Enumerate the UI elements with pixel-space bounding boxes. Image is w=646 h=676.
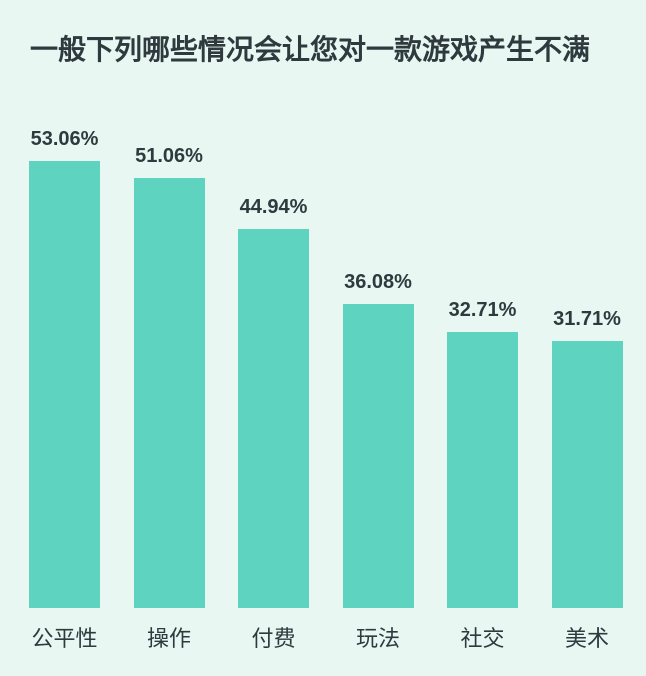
category-label: 操作	[146, 626, 192, 651]
bar	[342, 304, 414, 608]
bar	[238, 229, 309, 608]
bar	[551, 341, 623, 608]
bar-group: 53.06% 公平性	[29, 127, 100, 651]
category-label: 付费	[251, 626, 296, 651]
bar-value-label: 53.06%	[30, 128, 99, 150]
bar-value-label: 36.08%	[344, 271, 412, 293]
bar-value-label: 44.94%	[239, 196, 308, 218]
bar-value-label: 32.71%	[448, 299, 517, 321]
bar-group: 36.08% 玩法	[342, 270, 414, 651]
bar-value-label: 51.06%	[135, 145, 203, 167]
bar-group: 32.71% 社交	[447, 298, 518, 651]
bar-group: 51.06% 操作	[133, 144, 205, 651]
category-label: 玩法	[355, 626, 401, 651]
chart-title: 一般下列哪些情况会让您对一款游戏产生不满	[30, 34, 591, 65]
bar-value-label: 31.71%	[553, 308, 621, 330]
category-label: 公平性	[31, 626, 98, 651]
bar	[447, 332, 518, 608]
bar	[29, 161, 100, 608]
bar	[133, 178, 205, 608]
bar-chart-plot-area: 53.06% 公平性 51.06% 操作 44.94% 付费 36.08% 玩法…	[29, 127, 623, 651]
category-label: 社交	[460, 626, 505, 651]
category-label: 美术	[564, 626, 610, 651]
bar-group: 31.71% 美术	[551, 307, 623, 651]
bar-group: 44.94% 付费	[238, 195, 309, 651]
